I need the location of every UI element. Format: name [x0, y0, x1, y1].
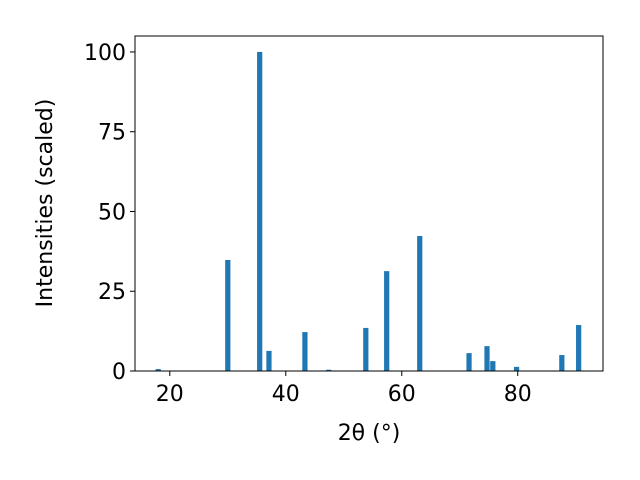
x-tick-label: 40	[272, 382, 300, 407]
y-tick-label: 75	[98, 121, 126, 146]
bar	[559, 355, 565, 371]
bar	[466, 353, 472, 371]
bar	[225, 259, 231, 371]
y-tick-label: 25	[98, 280, 126, 305]
bar	[490, 361, 496, 371]
bar	[326, 369, 332, 371]
bar	[417, 236, 423, 371]
bar	[576, 325, 582, 371]
x-tick-label: 60	[388, 382, 416, 407]
x-tick-label: 80	[504, 382, 532, 407]
bar	[266, 350, 272, 371]
y-tick-label: 100	[84, 41, 126, 66]
bar	[484, 346, 490, 371]
x-axis-label: 2θ (°)	[338, 421, 401, 446]
plot-frame	[134, 35, 604, 372]
bar	[513, 366, 520, 371]
bar	[363, 327, 369, 371]
bar	[257, 51, 263, 371]
y-tick-label: 50	[98, 200, 126, 225]
bar	[302, 332, 308, 371]
bar	[384, 271, 390, 371]
bar	[155, 369, 161, 371]
x-tick-label: 20	[156, 382, 184, 407]
y-axis-label: Intensities (scaled)	[33, 99, 58, 308]
y-tick-label: 0	[112, 360, 126, 385]
